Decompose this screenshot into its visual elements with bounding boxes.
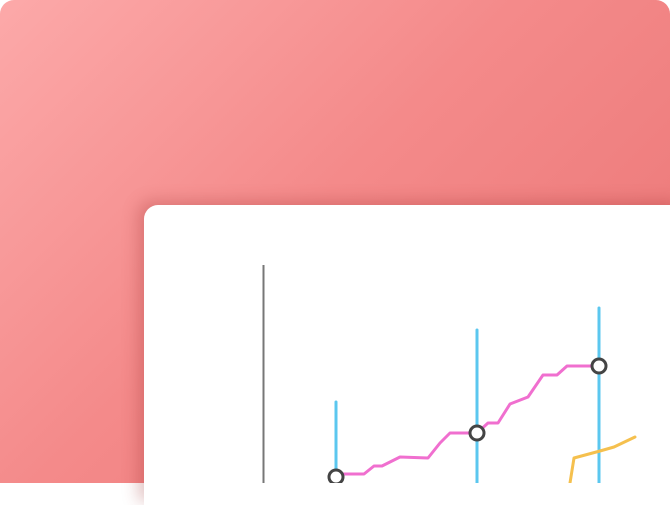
highlight-point-1 <box>327 468 345 483</box>
series-yellow-line <box>568 435 637 483</box>
series-pink-line <box>334 364 601 476</box>
chart-illustration <box>262 265 637 483</box>
highlight-point-2 <box>468 424 486 442</box>
highlight-point-3 <box>590 357 608 375</box>
